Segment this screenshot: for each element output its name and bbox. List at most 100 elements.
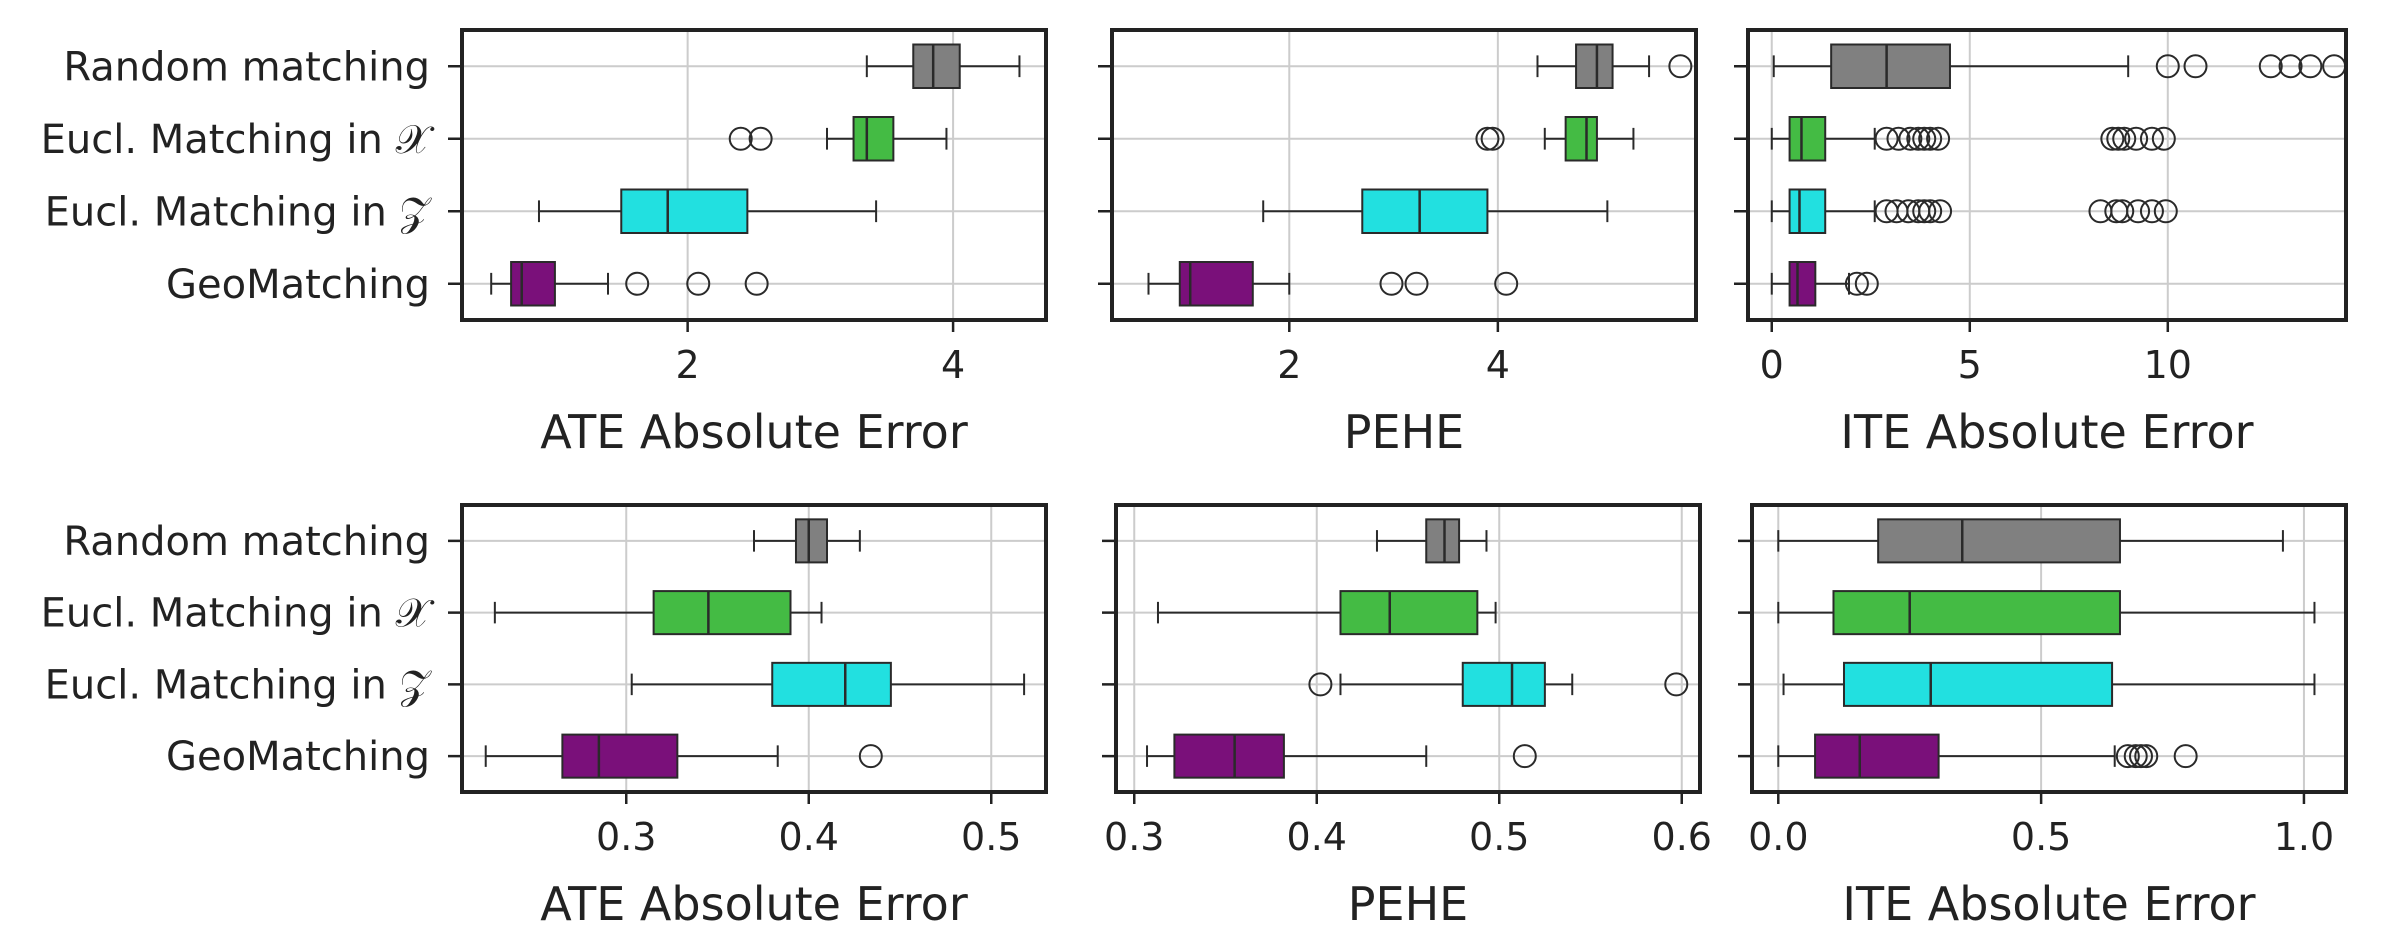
x-tick-label: 4 [941, 343, 965, 387]
category-label: GeoMatching [166, 262, 430, 308]
x-axis-label: ATE Absolute Error [540, 405, 968, 459]
box-iqr [1461, 661, 1546, 707]
box-iqr [1877, 518, 2121, 564]
outlier-point [2100, 126, 2125, 151]
outlier-point [2134, 744, 2159, 769]
outlier-point [1928, 199, 1953, 224]
outlier-point [1664, 672, 1689, 697]
box-iqr [852, 116, 895, 162]
outlier-point [1912, 126, 1937, 151]
x-tick-label: 0.4 [1287, 815, 1347, 859]
box-series-2 [1156, 590, 1497, 636]
box-iqr [1788, 261, 1817, 307]
box-series-2 [493, 590, 823, 636]
box-iqr [1425, 518, 1461, 564]
outlier-point [1874, 126, 1899, 151]
outlier-point [2153, 199, 2178, 224]
outlier-point [2139, 126, 2164, 151]
box-series-3 [1262, 188, 1609, 234]
box-series-4 [490, 261, 769, 307]
box-iqr [794, 518, 828, 564]
box-iqr [652, 590, 792, 636]
box-series-3 [1782, 661, 2316, 707]
outlier-point [2128, 744, 2153, 769]
box-iqr [1814, 733, 1940, 779]
category-label: Random matching [63, 44, 430, 90]
x-tick-label: 0.5 [961, 815, 1021, 859]
outlier-point [1854, 271, 1879, 296]
box-series-4 [1146, 733, 1537, 779]
box-series-4 [484, 733, 883, 779]
axes-frame [1746, 28, 2348, 322]
box-iqr [1788, 188, 1827, 234]
box-iqr [1361, 188, 1489, 234]
x-tick-label: 0.3 [1104, 815, 1164, 859]
panel-1: 2 4 Random matching Eucl. Matching in 𝒳 Eucl… [41, 28, 1048, 459]
x-tick-label: 0 [1760, 343, 1784, 387]
x-tick-label: 0.5 [2011, 815, 2071, 859]
box-series-1 [865, 43, 1021, 89]
outlier-point [1308, 672, 1333, 697]
x-tick-label: 0.0 [1748, 815, 1808, 859]
box-series-1 [1777, 518, 2284, 564]
box-series-4 [1777, 733, 2198, 779]
outlier-point [858, 744, 883, 769]
panel-5: 0.3 0.4 0.5 0.6 PEHE [1102, 503, 1712, 931]
category-label: Random matching [63, 519, 430, 565]
box-iqr [1339, 590, 1479, 636]
outlier-point [1886, 126, 1911, 151]
x-tick-label: 0.5 [1469, 815, 1529, 859]
outlier-point [1480, 126, 1505, 151]
outlier-point [2112, 126, 2137, 151]
box-series-2 [1770, 116, 2176, 162]
category-label: GeoMatching [166, 734, 430, 780]
axes-frame [460, 503, 1048, 794]
outlier-point [686, 271, 711, 296]
box-iqr [561, 733, 679, 779]
outlier-point [2155, 54, 2180, 79]
outlier-point [1906, 126, 1931, 151]
x-tick-label: 1.0 [2274, 815, 2334, 859]
box-iqr [1842, 661, 2114, 707]
outlier-point [1668, 54, 1693, 79]
x-axis-label: PEHE [1344, 405, 1464, 459]
x-tick-label: 0.4 [779, 815, 839, 859]
box-series-4 [1770, 261, 1879, 307]
x-tick-label: 10 [2144, 343, 2192, 387]
axes-frame [1750, 503, 2348, 794]
outlier-point [1512, 744, 1537, 769]
box-series-3 [537, 188, 878, 234]
x-axis-label: ATE Absolute Error [540, 877, 968, 931]
outlier-point [2151, 126, 2176, 151]
outlier-point [1475, 126, 1500, 151]
outlier-point [1404, 271, 1429, 296]
outlier-point [1912, 199, 1937, 224]
axes-frame [460, 28, 1048, 322]
outlier-point [1379, 271, 1404, 296]
outlier-point [1926, 126, 1951, 151]
x-axis-label: PEHE [1348, 877, 1468, 931]
outlier-point [2110, 199, 2135, 224]
panel-4: 0.3 0.4 0.5 Random matching Eucl. Matching i… [41, 503, 1048, 931]
x-tick-label: 0.6 [1652, 815, 1712, 859]
outlier-point [625, 271, 650, 296]
box-series-4 [1147, 261, 1519, 307]
box-iqr [1178, 261, 1254, 307]
box-series-1 [1772, 43, 2347, 89]
category-label: Eucl. Matching in 𝒳 [41, 117, 435, 163]
outlier-point [1898, 126, 1923, 151]
panel-6: 0.0 0.5 1.0 ITE Absolute Error [1738, 503, 2348, 931]
outlier-point [748, 126, 773, 151]
outlier-point [2298, 54, 2323, 79]
x-axis-label: ITE Absolute Error [1840, 405, 2253, 459]
box-series-1 [1375, 518, 1488, 564]
x-tick-label: 2 [676, 343, 700, 387]
outlier-point [2123, 744, 2148, 769]
box-iqr [1830, 43, 1951, 89]
box-iqr [912, 43, 961, 89]
outlier-point [2258, 54, 2283, 79]
box-iqr [1173, 733, 1285, 779]
box-series-2 [1475, 116, 1635, 162]
x-tick-label: 2 [1277, 343, 1301, 387]
